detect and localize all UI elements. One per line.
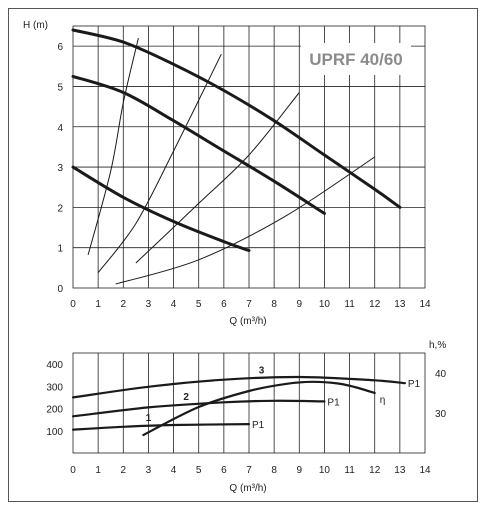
power-x-tick: 6 (221, 465, 227, 476)
power-curve-end-label-1: P1 (252, 420, 265, 431)
head-y-tick: 2 (57, 203, 63, 214)
power-x-tick: 7 (246, 465, 252, 476)
power-x-tick: 4 (171, 465, 177, 476)
power-y-tick: 200 (46, 405, 63, 416)
head-x-tick: 13 (394, 299, 406, 310)
chart-frame: 0 1 2 3 4 5 6 7 8 9 10 11 12 13 14 0 1 2 3 4 5 6 UPRF 40/60 H… (8, 8, 478, 502)
head-x-tick: 7 (246, 299, 252, 310)
power-x-tick: 2 (121, 465, 127, 476)
pump-curve-speed-1 (71, 165, 251, 252)
head-x-tick: 4 (171, 299, 177, 310)
power-x-tick: 13 (394, 465, 406, 476)
power-y-tick: 100 (46, 427, 63, 438)
head-y-tick: 1 (57, 244, 63, 255)
efficiency-y-tick: 40 (435, 369, 447, 380)
power-curve-label-3: 3 (259, 365, 265, 376)
head-chart-xlabel: Q (m³/h) (229, 316, 266, 327)
head-y-tick: 3 (57, 163, 63, 174)
efficiency-curve-label: η (380, 395, 386, 406)
head-y-tick: 5 (57, 82, 63, 93)
power-curve-speed-3 (71, 375, 406, 399)
power-x-tick: 1 (95, 465, 101, 476)
power-curve-label-1: 1 (146, 413, 152, 424)
power-y-tick: 400 (46, 360, 63, 371)
head-x-tick: 8 (271, 299, 277, 310)
system-curve-2 (97, 53, 222, 274)
power-curve-label-2: 2 (183, 392, 189, 403)
power-y-tick: 300 (46, 382, 63, 393)
head-x-tick: 10 (319, 299, 331, 310)
pump-curve-speed-3 (71, 28, 402, 209)
pump-curve-speed-2 (71, 74, 326, 215)
head-y-tick: 4 (57, 123, 63, 134)
power-chart-xlabel: Q (m³/h) (229, 483, 266, 494)
head-chart-series (71, 28, 402, 285)
head-x-tick: 2 (121, 299, 127, 310)
head-x-tick: 5 (196, 299, 202, 310)
head-y-tick: 6 (57, 42, 63, 53)
head-x-tick: 14 (419, 299, 431, 310)
head-y-tick: 0 (57, 284, 63, 295)
power-x-tick: 14 (419, 465, 431, 476)
head-x-tick: 6 (221, 299, 227, 310)
efficiency-axis-label: h,% (429, 340, 446, 351)
model-label: UPRF 40/60 (309, 50, 403, 69)
power-curve-end-label-2: P1 (327, 397, 340, 408)
efficiency-y-tick: 30 (435, 409, 447, 420)
efficiency-curve (142, 380, 376, 437)
power-x-tick: 11 (344, 465, 355, 476)
system-curve-4 (115, 156, 375, 285)
power-x-tick: 3 (146, 465, 152, 476)
system-curve-1 (87, 37, 139, 256)
head-x-tick: 1 (95, 299, 101, 310)
head-x-tick: 0 (70, 299, 76, 310)
power-x-tick: 0 (70, 465, 76, 476)
power-x-tick: 5 (196, 465, 202, 476)
head-x-tick: 11 (344, 299, 355, 310)
head-axis-label: H (m) (23, 20, 48, 31)
head-x-tick: 3 (146, 299, 152, 310)
power-x-tick: 8 (271, 465, 277, 476)
model-label-box (301, 43, 411, 75)
head-x-tick: 12 (369, 299, 381, 310)
power-chart-grid (72, 352, 426, 454)
head-x-tick: 9 (297, 299, 303, 310)
power-curve-speed-2 (71, 399, 326, 418)
power-x-tick: 9 (297, 465, 303, 476)
power-x-tick: 10 (319, 465, 331, 476)
power-curve-end-label-3: P1 (408, 379, 421, 390)
power-x-tick: 12 (369, 465, 381, 476)
power-curve-speed-1 (71, 423, 251, 431)
power-chart-series: 1 P1 2 P1 3 P1 η (71, 365, 421, 437)
